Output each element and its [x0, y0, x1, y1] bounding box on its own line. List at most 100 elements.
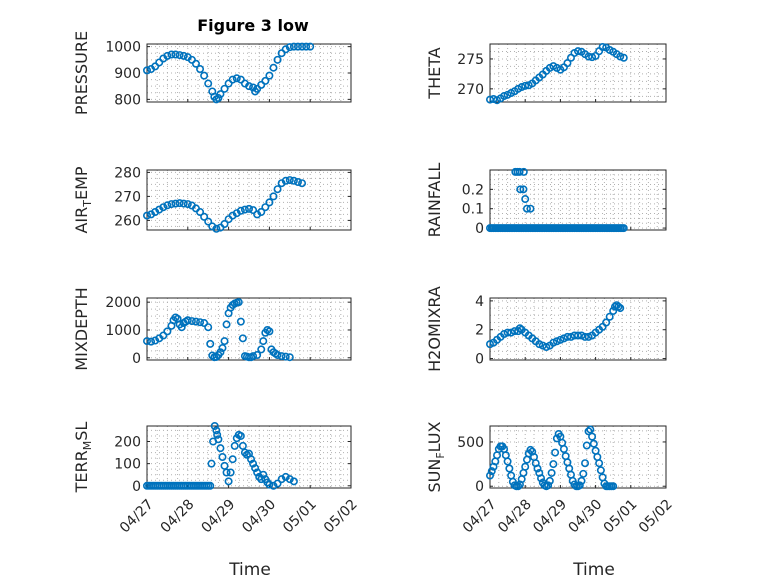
y-axis-label-text: AIR [72, 207, 91, 234]
data-point [200, 319, 209, 328]
data-point [228, 75, 237, 84]
data-point [521, 462, 530, 471]
data-point [269, 63, 278, 72]
y-axis-label-text: SUN [425, 459, 444, 493]
data-point [281, 472, 290, 481]
y-axis-label-text: THETA [425, 47, 444, 99]
data-point [500, 92, 509, 101]
data-point [234, 298, 243, 307]
data-point [220, 220, 229, 229]
data-point [200, 212, 209, 221]
data-point [289, 42, 298, 51]
data-point [175, 51, 184, 60]
x-tick-label: 04/27 [117, 496, 157, 536]
data-point [596, 466, 605, 475]
subplot-7: 0 100 200 04/27 04/28 04/29 04/30 05/01 05/02 TER… [72, 422, 361, 537]
data-point [273, 185, 282, 194]
y-axis-label-subscript: M [81, 441, 94, 451]
data-point [265, 480, 274, 489]
data-point [549, 460, 558, 469]
x-tick-label: 04/30 [566, 496, 606, 536]
data-point [293, 178, 302, 187]
y-tick-label: 200 [114, 435, 141, 451]
data-point [143, 66, 152, 75]
data-point [516, 185, 525, 194]
data-point [595, 47, 604, 56]
data-point [293, 42, 302, 51]
data-point [179, 199, 188, 208]
data-point [236, 75, 245, 84]
data-point [167, 200, 176, 209]
data-point [616, 52, 625, 61]
data-point [249, 459, 258, 468]
data-point [515, 167, 524, 176]
data-point [588, 432, 597, 441]
data-point [247, 455, 256, 464]
data-point [210, 421, 219, 430]
data-point [257, 345, 266, 354]
data-point [214, 435, 223, 444]
data-point [273, 350, 282, 359]
data-point [257, 80, 266, 89]
data-point [216, 444, 225, 453]
figure-title: Figure 3 low [197, 16, 309, 35]
subplot-1: 800 900 1000 PRESSURE [72, 31, 352, 115]
y-tick-label: 1000 [105, 323, 141, 339]
data-point [595, 459, 604, 468]
data-point [285, 176, 294, 185]
y-tick-label: 0 [475, 352, 484, 368]
data-point [207, 459, 216, 468]
data-point [581, 332, 590, 341]
data-point [503, 328, 512, 337]
y-tick-label: 500 [457, 435, 484, 451]
y-tick-label: 2 [475, 323, 484, 339]
data-point [265, 198, 274, 207]
data-point [285, 43, 294, 52]
x-tick-label: 04/29 [530, 496, 570, 536]
subplot-2: 270 275 THETA [425, 42, 667, 105]
data-point [204, 217, 213, 226]
data-point [269, 192, 278, 201]
data-point [236, 431, 245, 440]
data-point [245, 204, 254, 213]
data-point [147, 337, 156, 346]
data-point [575, 481, 584, 490]
data-point [220, 337, 229, 346]
data-point [605, 312, 614, 321]
data-point [167, 50, 176, 59]
y-tick-label: 4 [475, 294, 484, 310]
y-axis-label: AIRTEMP [72, 166, 94, 233]
y-axis-label-text: LUX [425, 421, 444, 452]
y-tick-label: 270 [457, 82, 484, 98]
data-point [155, 58, 164, 67]
x-tick-label: 04/29 [199, 496, 239, 536]
data-point [277, 352, 286, 361]
data-point [200, 71, 209, 80]
y-tick-label: 275 [457, 52, 484, 68]
data-point [196, 318, 205, 327]
y-axis-label-text: MIXDEPTH [72, 287, 91, 370]
subplot-5: 0 1000 2000 MIXDEPTH [72, 287, 352, 371]
data-point [151, 62, 160, 71]
data-point [582, 441, 591, 450]
y-tick-label: 100 [114, 457, 141, 473]
data-point [573, 47, 582, 56]
data-point [614, 302, 623, 311]
axes-frame [146, 425, 352, 489]
data-point [609, 482, 618, 491]
data-point [259, 470, 268, 479]
data-point [281, 45, 290, 54]
data-point [191, 59, 200, 68]
data-point [232, 74, 241, 83]
data-point [526, 445, 535, 454]
data-point [218, 452, 227, 461]
data-point [251, 464, 260, 473]
data-point [240, 205, 249, 214]
data-point [281, 352, 290, 361]
y-axis-label: SUNFLUX [425, 421, 447, 492]
data-point [238, 334, 247, 343]
data-point [183, 200, 192, 209]
data-point [261, 203, 270, 212]
